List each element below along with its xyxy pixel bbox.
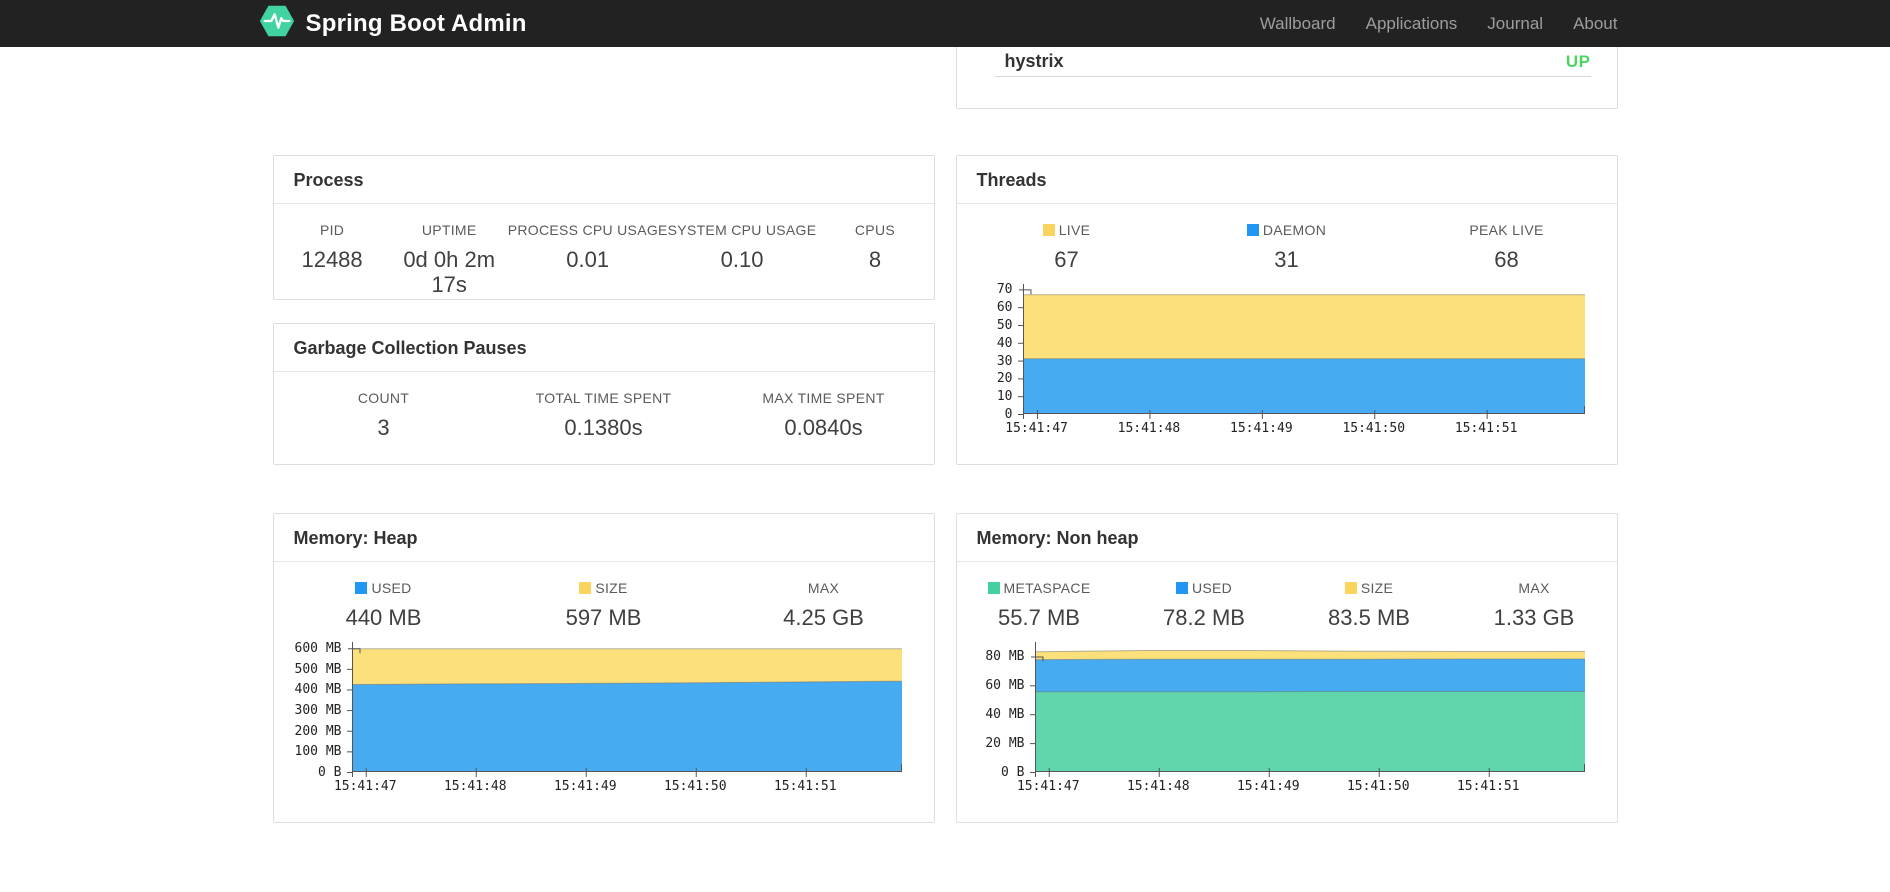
chart-canvas bbox=[1029, 642, 1585, 777]
metric-heap-used: USED 440 MB bbox=[345, 580, 422, 630]
navbar-menu: Wallboard Applications Journal About bbox=[1245, 14, 1633, 34]
x-axis-tick-label: 15:41:48 bbox=[443, 779, 507, 794]
y-axis-tick-label: 80 MB bbox=[985, 649, 1025, 665]
metric-gc-total: TOTAL TIME SPENT 0.1380s bbox=[535, 390, 672, 440]
threads-card: Threads LIVE 67 DAEMON 31 PEAK LIVE 68 0… bbox=[955, 155, 1618, 465]
metric-gc-count: COUNT 3 bbox=[357, 390, 410, 440]
memory-heap-card-title: Memory: Heap bbox=[273, 514, 934, 562]
y-axis-tick-label: 600 MB bbox=[294, 641, 342, 657]
metric-threads-daemon: DAEMON 31 bbox=[1177, 222, 1397, 272]
y-axis-tick-label: 100 MB bbox=[294, 744, 342, 760]
metric-nonheap-size: SIZE 83.5 MB bbox=[1328, 580, 1410, 630]
status-badge: UP bbox=[1565, 51, 1591, 71]
application-name: hystrix bbox=[1004, 51, 1064, 71]
nav-item-applications[interactable]: Applications bbox=[1365, 13, 1458, 33]
y-axis-tick-label: 300 MB bbox=[294, 703, 342, 719]
y-axis-tick-label: 70 bbox=[996, 282, 1013, 298]
size-legend-swatch bbox=[579, 582, 592, 594]
process-card-title: Process bbox=[273, 156, 934, 204]
metric-threads-live: LIVE 67 bbox=[957, 222, 1177, 272]
metric-process-cpu: PROCESS CPU USAGE 0.01 bbox=[507, 222, 668, 272]
right-column: hystrix UP Threads LIVE 67 DAEMON 31 PEA… bbox=[955, 47, 1618, 823]
y-axis-tick-label: 0 B bbox=[318, 765, 342, 780]
memory-nonheap-chart: 0 B 20 MB 40 MB 60 MB 80 MB 15:41:47 15:41:48 1… bbox=[977, 642, 1589, 814]
y-axis-tick-label: 60 MB bbox=[985, 678, 1025, 694]
x-axis-tick-label: 15:41:51 bbox=[1456, 779, 1520, 794]
y-axis-tick-label: 200 MB bbox=[294, 723, 342, 739]
used-legend-swatch bbox=[355, 582, 368, 594]
y-axis-tick-label: 60 bbox=[996, 300, 1013, 316]
y-axis-tick-label: 0 bbox=[1004, 407, 1013, 422]
nav-item-about[interactable]: About bbox=[1573, 13, 1618, 33]
threads-legend: LIVE 67 DAEMON 31 PEAK LIVE 68 bbox=[957, 204, 1617, 272]
y-axis-tick-label: 20 MB bbox=[985, 736, 1025, 752]
metric-gc-max: MAX TIME SPENT 0.0840s bbox=[762, 390, 885, 440]
nav-item-journal[interactable]: Journal bbox=[1487, 13, 1544, 33]
y-axis-tick-label: 10 bbox=[996, 389, 1013, 405]
gc-metrics: COUNT 3 TOTAL TIME SPENT 0.1380s MAX TIM… bbox=[274, 372, 934, 440]
size-legend-swatch bbox=[1344, 582, 1357, 594]
brand-link[interactable]: Spring Boot Admin bbox=[258, 1, 527, 46]
application-status-row: hystrix UP bbox=[995, 47, 1591, 76]
application-status-card: hystrix UP bbox=[955, 47, 1618, 109]
y-axis-tick-label: 40 MB bbox=[985, 707, 1025, 723]
chart-canvas bbox=[1017, 284, 1585, 419]
brand-title: Spring Boot Admin bbox=[305, 9, 527, 37]
y-axis-tick-label: 30 bbox=[996, 353, 1013, 369]
threads-chart: 0 10 20 30 40 50 60 70 15:41:47 15:41:48 15:41:49 1… bbox=[977, 282, 1589, 456]
x-axis-tick-label: 15:41:51 bbox=[1454, 421, 1518, 436]
metric-pid: PID 12488 bbox=[301, 222, 363, 272]
metric-cpus: CPUS 8 bbox=[854, 222, 895, 272]
y-axis-tick-label: 500 MB bbox=[294, 661, 342, 677]
y-axis-tick-label: 20 bbox=[996, 371, 1013, 387]
process-card: Process PID 12488 UPTIME 0d 0h 2m 17s PR… bbox=[272, 155, 935, 300]
y-axis-tick-label: 40 bbox=[996, 335, 1013, 351]
y-axis-tick-label: 50 bbox=[996, 317, 1013, 333]
x-axis-tick-label: 15:41:47 bbox=[1016, 779, 1080, 794]
gc-card: Garbage Collection Pauses COUNT 3 TOTAL … bbox=[272, 323, 935, 465]
live-legend-swatch bbox=[1042, 224, 1055, 236]
process-metrics: PID 12488 UPTIME 0d 0h 2m 17s PROCESS CP… bbox=[274, 204, 934, 297]
threads-card-title: Threads bbox=[956, 156, 1617, 204]
metric-uptime: UPTIME 0d 0h 2m 17s bbox=[403, 222, 496, 297]
x-axis-tick-label: 15:41:49 bbox=[553, 779, 617, 794]
pulse-hexagon-icon bbox=[258, 1, 306, 46]
metric-heap-size: SIZE 597 MB bbox=[565, 580, 642, 630]
y-axis-tick-label: 400 MB bbox=[294, 682, 342, 698]
metric-threads-peak: PEAK LIVE 68 bbox=[1469, 222, 1544, 272]
x-axis-tick-label: 15:41:49 bbox=[1230, 421, 1293, 436]
daemon-legend-swatch bbox=[1246, 224, 1259, 236]
gc-card-title: Garbage Collection Pauses bbox=[273, 324, 934, 372]
memory-nonheap-card: Memory: Non heap METASPACE 55.7 MB USED … bbox=[955, 513, 1618, 823]
x-axis-tick-label: 15:41:50 bbox=[1342, 421, 1406, 436]
metric-nonheap-metaspace: METASPACE 55.7 MB bbox=[957, 580, 1122, 630]
metric-system-cpu: SYSTEM CPU USAGE 0.10 bbox=[667, 222, 817, 272]
memory-heap-card: Memory: Heap USED 440 MB SIZE 597 MB MAX… bbox=[272, 513, 935, 823]
x-axis-tick-label: 15:41:47 bbox=[1005, 421, 1068, 436]
x-axis-tick-label: 15:41:50 bbox=[663, 779, 727, 794]
nav-item-wallboard[interactable]: Wallboard bbox=[1259, 13, 1336, 33]
x-axis-tick-label: 15:41:48 bbox=[1126, 779, 1190, 794]
used-legend-swatch bbox=[1175, 582, 1188, 594]
x-axis-tick-label: 15:41:51 bbox=[773, 779, 837, 794]
chart-canvas bbox=[346, 642, 902, 777]
navbar: Spring Boot Admin Wallboard Applications… bbox=[0, 0, 1890, 47]
main-content: Process PID 12488 UPTIME 0d 0h 2m 17s PR… bbox=[272, 47, 1618, 823]
metric-nonheap-max: MAX 1.33 GB bbox=[1493, 580, 1575, 630]
heap-legend: USED 440 MB SIZE 597 MB MAX 4.25 GB bbox=[274, 562, 934, 630]
metric-heap-max: MAX 4.25 GB bbox=[783, 580, 864, 630]
x-axis-tick-label: 15:41:47 bbox=[333, 779, 397, 794]
metaspace-legend-swatch bbox=[987, 582, 1000, 594]
metric-nonheap-used: USED 78.2 MB bbox=[1163, 580, 1245, 630]
x-axis-tick-label: 15:41:48 bbox=[1117, 421, 1181, 436]
x-axis-tick-label: 15:41:49 bbox=[1236, 779, 1300, 794]
nonheap-legend: METASPACE 55.7 MB USED 78.2 MB SIZE 83.5… bbox=[957, 562, 1617, 630]
memory-nonheap-card-title: Memory: Non heap bbox=[956, 514, 1617, 562]
y-axis-tick-label: 0 B bbox=[1001, 765, 1025, 780]
left-column: Process PID 12488 UPTIME 0d 0h 2m 17s PR… bbox=[272, 47, 935, 823]
memory-heap-chart: 0 B 100 MB 200 MB 300 MB 400 MB 500 MB 600 MB 1… bbox=[294, 641, 906, 814]
x-axis-tick-label: 15:41:50 bbox=[1346, 779, 1410, 794]
